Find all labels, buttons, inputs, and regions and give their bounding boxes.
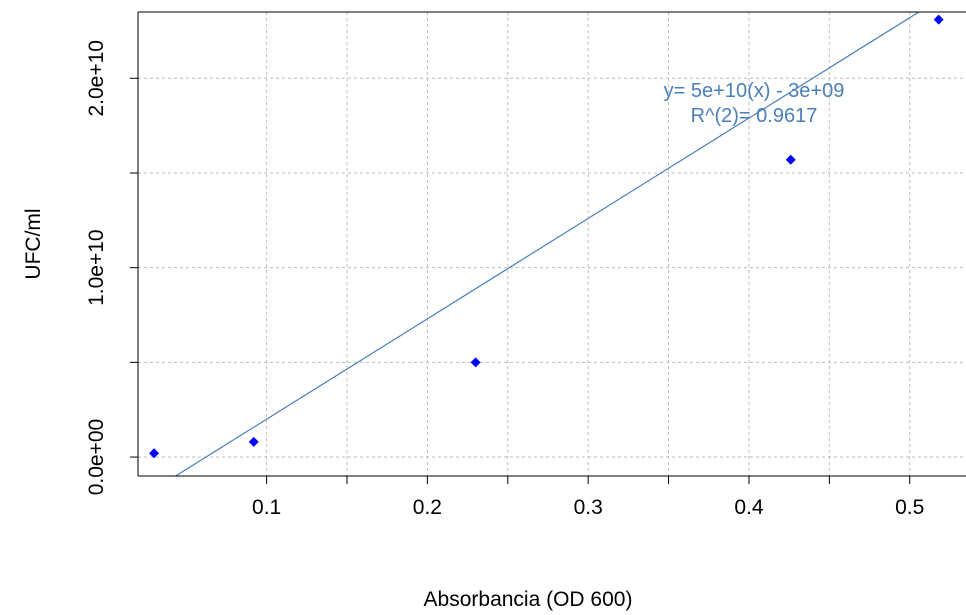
data-point	[149, 448, 160, 459]
r-squared-annotation: R^(2)= 0.9617	[691, 105, 818, 127]
y-tick-label: 0.0e+00	[85, 419, 108, 496]
axes	[137, 11, 966, 477]
x-axis-label: Absorbancia (OD 600)	[424, 588, 633, 611]
grid	[138, 12, 966, 476]
data-point	[785, 154, 796, 165]
regression-line	[174, 12, 920, 476]
y-axis-label: UFC/ml	[22, 208, 45, 279]
data-point	[248, 436, 259, 447]
points-layer	[149, 14, 944, 459]
ticks: 0.1 0.2 0.3 0.4 0.5 0.0e+00 1.0e+10 2.0e+10	[85, 40, 924, 519]
data-point	[470, 357, 481, 368]
y-tick-label: 2.0e+10	[85, 40, 108, 117]
y-tick-label: 1.0e+10	[85, 229, 108, 306]
x-tick-label: 0.1	[252, 496, 281, 519]
data-point	[933, 14, 944, 25]
x-tick-label: 0.2	[413, 496, 442, 519]
x-tick-label: 0.3	[574, 496, 603, 519]
equation-annotation: y= 5e+10(x) - 3e+09	[664, 80, 845, 102]
x-tick-label: 0.4	[734, 496, 764, 519]
fit-line-layer	[174, 12, 920, 476]
x-tick-label: 0.5	[895, 496, 924, 519]
